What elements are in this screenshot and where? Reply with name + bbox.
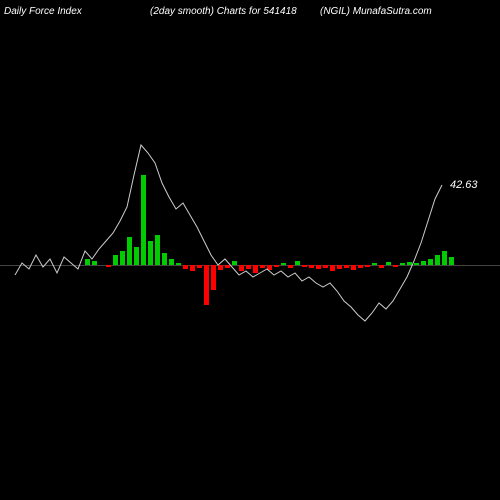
- current-value-label: 42.63: [450, 179, 478, 191]
- title-right: (NGIL) MunafaSutra.com: [320, 6, 432, 17]
- chart-area: 42.63: [0, 25, 500, 475]
- title-left: Daily Force Index: [4, 6, 82, 17]
- force-line: [15, 145, 442, 321]
- chart-header: Daily Force Index (2day smooth) Charts f…: [0, 6, 500, 22]
- line-overlay: [0, 25, 500, 475]
- title-mid: (2day smooth) Charts for 541418: [150, 6, 297, 17]
